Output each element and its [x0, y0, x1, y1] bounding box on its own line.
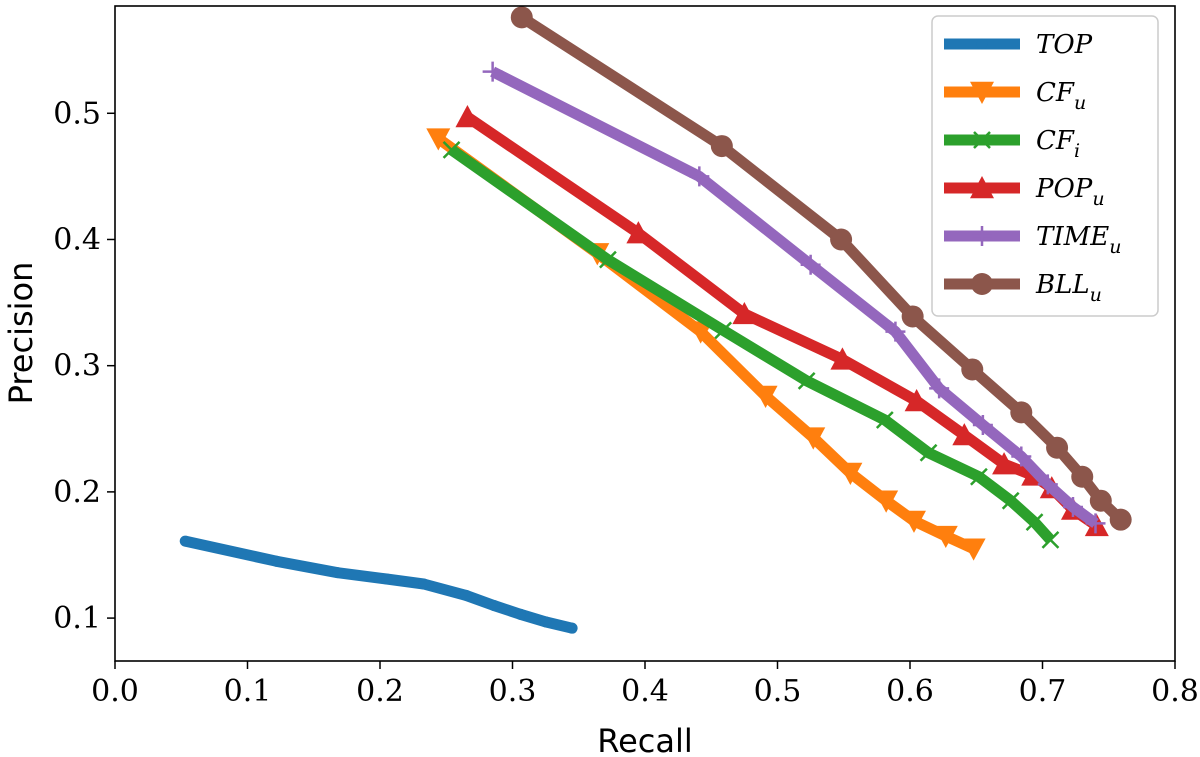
data-point	[442, 140, 461, 159]
data-point	[1085, 513, 1106, 534]
x-tick-label: 0.5	[754, 674, 802, 709]
data-point	[830, 347, 855, 370]
data-point	[271, 555, 283, 567]
data-point	[426, 128, 451, 151]
data-point	[381, 573, 393, 585]
y-tick-label: 0.3	[53, 349, 101, 384]
x-tick-label: 0.1	[224, 674, 272, 709]
data-point	[714, 321, 733, 340]
series-line	[435, 134, 976, 554]
y-tick-label: 0.4	[53, 222, 101, 257]
data-point	[514, 608, 526, 620]
data-point	[1037, 474, 1058, 495]
x-tick-label: 0.8	[1151, 674, 1199, 709]
y-tick-label: 0.5	[53, 96, 101, 131]
data-point	[1025, 513, 1044, 532]
x-axis-label: Recall	[597, 722, 692, 757]
data-point	[961, 358, 984, 381]
data-point	[455, 105, 480, 128]
data-point	[179, 535, 191, 547]
legend-marker	[973, 131, 991, 149]
data-point	[753, 385, 778, 408]
legend-label-subscript: u	[1109, 236, 1121, 258]
data-point	[904, 389, 929, 412]
data-point	[901, 510, 926, 533]
data-point	[933, 525, 958, 549]
data-point	[874, 490, 899, 513]
x-tick-label: 0.2	[356, 674, 404, 709]
data-point	[599, 250, 617, 269]
data-point	[1089, 489, 1112, 512]
data-point	[488, 599, 500, 611]
legend-entry: TOP	[944, 30, 1093, 60]
legend-label-subscript: i	[1074, 140, 1080, 162]
legend-marker	[970, 81, 994, 104]
data-point	[830, 228, 853, 251]
data-point	[885, 321, 906, 342]
data-point	[952, 423, 977, 446]
x-tick-label: 0.6	[886, 674, 934, 709]
x-tick-label: 0.7	[1019, 674, 1067, 709]
data-point	[1046, 436, 1069, 459]
data-point	[901, 305, 924, 328]
data-point	[460, 589, 472, 601]
data-point	[1011, 446, 1032, 467]
data-point	[1041, 530, 1060, 549]
legend-label-subscript: u	[1074, 92, 1086, 114]
legend-label: TOP	[1036, 30, 1093, 60]
legend-label-subscript: u	[1090, 284, 1102, 306]
data-point	[970, 467, 988, 486]
legend-marker	[971, 273, 993, 295]
data-point	[1071, 465, 1094, 488]
y-tick-label: 0.2	[53, 475, 101, 510]
data-point	[1109, 508, 1132, 531]
legend-marker	[970, 176, 994, 199]
data-point	[1010, 401, 1033, 424]
legend-label-subscript: u	[1092, 188, 1104, 210]
axes: 0.0 0.1 0.2 0.3 0.4 0.5 0.6 0.7 0.8 0.1 0.2 0.3 0.4 0…	[53, 96, 1199, 709]
data-point	[1062, 497, 1083, 518]
series-line	[184, 535, 574, 634]
data-point	[688, 321, 713, 344]
data-point	[689, 166, 710, 187]
data-point	[929, 378, 950, 399]
data-point	[332, 567, 344, 579]
data-point	[961, 538, 986, 561]
plot-area	[179, 6, 1132, 634]
series-line	[518, 12, 1125, 524]
data-point	[710, 135, 733, 158]
series-line	[490, 66, 1099, 528]
y-axis-label: Precision	[2, 262, 40, 405]
data-point	[838, 462, 863, 485]
data-point	[510, 6, 533, 29]
x-tick-label: 0.3	[489, 674, 537, 709]
data-point	[540, 616, 552, 628]
data-point	[626, 221, 651, 244]
x-tick-label: 0.0	[91, 674, 139, 709]
data-point	[482, 61, 503, 82]
data-point	[875, 411, 894, 429]
data-point	[418, 578, 430, 590]
legend-marker	[972, 226, 992, 246]
data-point	[972, 414, 993, 435]
data-point	[1001, 491, 1020, 510]
data-point	[992, 452, 1017, 475]
series-top	[179, 535, 578, 634]
data-point	[801, 427, 826, 450]
data-point	[800, 254, 821, 275]
legend-marker	[976, 38, 988, 50]
data-point	[732, 301, 757, 325]
y-tick-label: 0.1	[53, 601, 101, 636]
data-point	[919, 443, 938, 462]
series-bll-u	[510, 6, 1132, 531]
data-point	[566, 622, 578, 634]
series-time-u	[482, 61, 1106, 534]
data-point	[1084, 513, 1109, 537]
series-cf-i	[442, 140, 1060, 549]
series-line	[448, 145, 1055, 544]
x-tick-label: 0.4	[621, 674, 669, 709]
data-point	[797, 371, 816, 390]
